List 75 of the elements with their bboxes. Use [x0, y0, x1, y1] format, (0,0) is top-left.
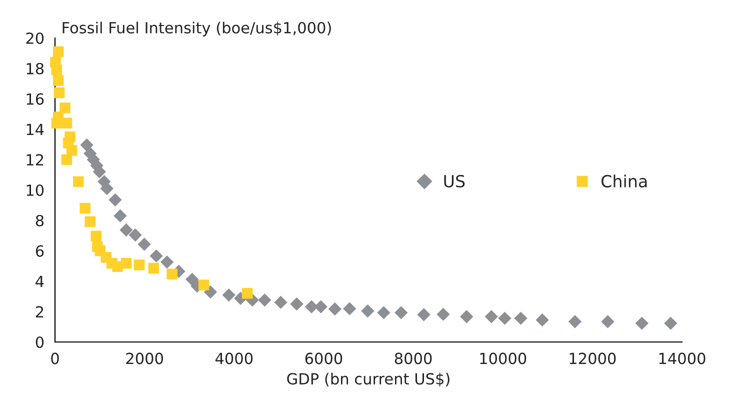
point [51, 64, 62, 76]
point [186, 272, 199, 286]
legend-label: China [602, 174, 647, 188]
point [664, 316, 678, 330]
point [436, 308, 450, 321]
point [417, 308, 430, 322]
point [61, 118, 72, 128]
point [460, 310, 474, 324]
point [394, 306, 408, 320]
point [100, 182, 114, 196]
point [51, 118, 62, 128]
point [222, 288, 236, 302]
x-tick-label: 10000 [480, 352, 526, 364]
y-tick-label: 2 [36, 306, 44, 318]
point [160, 255, 174, 269]
y-tick-label: 8 [36, 214, 44, 226]
y-tick-label: 16 [26, 93, 44, 105]
point [166, 268, 178, 280]
point [148, 262, 159, 274]
point [314, 300, 328, 314]
point [52, 75, 64, 86]
point [343, 302, 356, 316]
x-tick-label: 14000 [659, 352, 706, 364]
y-tick-label: 18 [26, 62, 44, 74]
point [108, 193, 122, 206]
point [290, 297, 304, 311]
point [150, 249, 163, 263]
y-tick-label: 12 [26, 154, 44, 166]
point [204, 285, 218, 299]
point [258, 293, 272, 307]
y-tick-label: 4 [36, 276, 44, 288]
y-tick-label: 14 [26, 124, 44, 136]
point [514, 312, 528, 325]
legend-label: US [444, 174, 465, 188]
point [92, 165, 106, 178]
point [377, 306, 390, 320]
point [484, 310, 498, 324]
point [498, 312, 512, 325]
point [601, 315, 614, 328]
point [242, 288, 253, 299]
point [361, 304, 374, 318]
y-tick-label: 20 [26, 32, 44, 44]
y-tick-label: 0 [36, 336, 44, 348]
x-tick-label: 4000 [215, 352, 253, 364]
point [114, 209, 127, 222]
x-tick-label: 6000 [305, 352, 342, 364]
point [138, 238, 151, 251]
point [52, 46, 64, 58]
point [536, 313, 549, 327]
point [328, 302, 342, 316]
point [120, 258, 132, 269]
point [66, 145, 78, 156]
point [84, 216, 96, 227]
x-tick-label: 2000 [126, 352, 163, 364]
x-tick-label: 8000 [394, 352, 432, 364]
point [80, 138, 94, 152]
point [635, 316, 648, 330]
y-axis-title: Fossil Fuel Intensity (boe/us$1,000) [62, 22, 331, 36]
x-tick-label: 12000 [570, 352, 616, 364]
point [73, 176, 84, 188]
point [54, 87, 65, 98]
y-tick-label: 10 [26, 184, 44, 196]
point [61, 154, 72, 165]
point [90, 230, 102, 242]
point [128, 228, 142, 242]
point [80, 202, 90, 214]
x-tick-label: 0 [51, 352, 59, 364]
point [60, 102, 70, 114]
point [274, 296, 288, 309]
y-tick-label: 6 [36, 245, 44, 257]
point [568, 315, 582, 328]
point [120, 223, 133, 237]
x-axis-title: GDP (bn current US$) [287, 372, 450, 387]
point [134, 260, 145, 270]
point [198, 280, 210, 290]
